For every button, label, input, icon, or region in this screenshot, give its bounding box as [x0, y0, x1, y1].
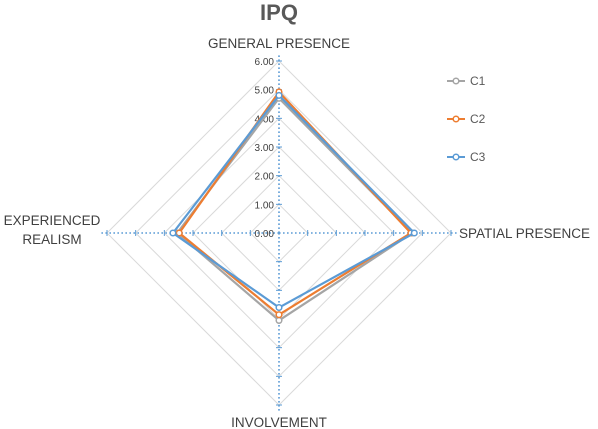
- tick-label: 5.00: [255, 86, 275, 97]
- axis-label-experienced-realism: EXPERIENCED REALISM: [4, 213, 101, 247]
- tick-label: 6.00: [255, 57, 275, 68]
- tick-label: 4.00: [255, 114, 275, 125]
- point-c3-involvement: [275, 303, 283, 312]
- tick-label: 0.00: [255, 229, 275, 240]
- tick-label: 1.00: [255, 200, 275, 211]
- series-c3: [169, 91, 418, 312]
- legend-label-c2: C2: [470, 112, 486, 126]
- legend-item-c3: C3: [447, 150, 486, 164]
- legend-item-c1: C1: [447, 74, 486, 88]
- axis-label-spatial-presence: SPATIAL PRESENCE: [459, 226, 590, 241]
- point-c2-involvement: [275, 311, 283, 319]
- point-c3-general-presence: [275, 91, 283, 99]
- radar-axes: [100, 54, 458, 412]
- tick-label: 2.00: [255, 172, 275, 183]
- legend-marker-c2: [452, 115, 460, 123]
- point-c1-involvement: [275, 316, 283, 324]
- legend-label-c1: C1: [470, 74, 486, 88]
- legend-label-c3: C3: [470, 150, 486, 164]
- point-c3-experienced-realism: [169, 229, 177, 237]
- legend-item-c2: C2: [447, 112, 486, 126]
- chart-legend: C1 C2 C3: [447, 74, 486, 164]
- series-line-c1: [176, 97, 414, 322]
- radar-tick-labels: 0.00 1.00 2.00 3.00 4.00 5.00 6.00: [255, 57, 275, 240]
- axis-label-general-presence: GENERAL PRESENCE: [208, 36, 350, 51]
- axis-label-involvement: INVOLVEMENT: [231, 415, 327, 429]
- series-c2: [175, 88, 415, 319]
- radar-series: [169, 88, 418, 324]
- chart-title: IPQ: [260, 0, 298, 25]
- point-c3-spatial-presence: [410, 229, 418, 237]
- tick-label: 3.00: [255, 143, 275, 154]
- legend-marker-c1: [452, 77, 460, 85]
- legend-marker-c3: [452, 153, 460, 161]
- radar-axis-labels: GENERAL PRESENCE SPATIAL PRESENCE INVOLVEM…: [4, 36, 590, 429]
